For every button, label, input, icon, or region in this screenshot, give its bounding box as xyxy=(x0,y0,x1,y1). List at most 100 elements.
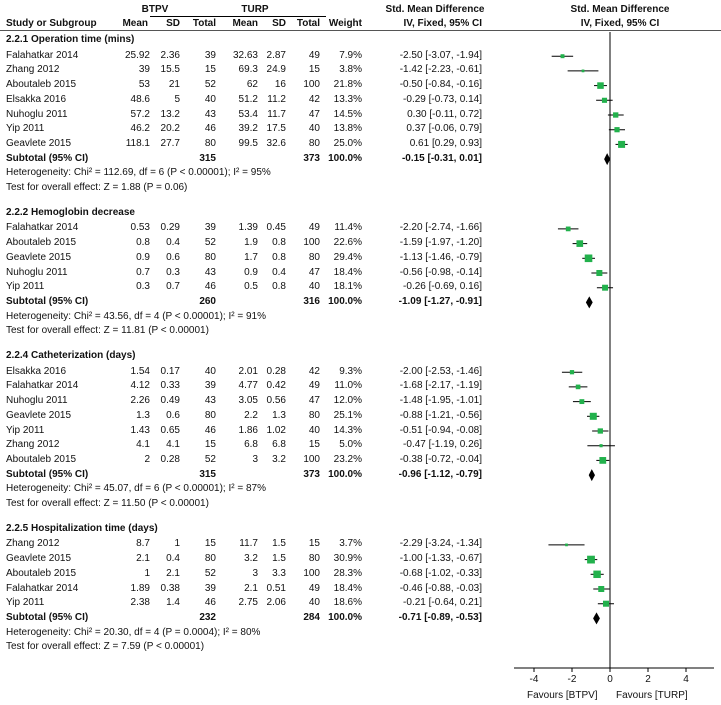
ci-value: -0.47 [-1.19, 0.26] xyxy=(403,439,482,451)
x-tick-label: 2 xyxy=(645,674,651,685)
sd1-value: 0.17 xyxy=(160,365,180,377)
weight-value: 25.0% xyxy=(333,137,362,149)
weight-value: 3.8% xyxy=(339,64,362,76)
weight-value: 25.1% xyxy=(333,409,362,421)
total2-header: Total xyxy=(296,18,320,29)
total1-value: 39 xyxy=(204,380,216,392)
mean2-value: 99.5 xyxy=(238,137,258,149)
ci-value: -1.68 [-2.17, -1.19] xyxy=(399,380,482,392)
subtotal-diamond xyxy=(593,612,600,625)
study-name: Aboutaleb 2015 xyxy=(6,79,77,91)
ci-header-left: IV, Fixed, 95% CI xyxy=(403,18,482,29)
weight-value: 18.4% xyxy=(333,266,362,278)
weight-value: 13.8% xyxy=(333,123,362,135)
ci-value: -0.68 [-1.02, -0.33] xyxy=(399,567,482,579)
sd1-value: 0.4 xyxy=(166,237,180,249)
study-estimate-box xyxy=(602,284,609,291)
study-name: Yip 2011 xyxy=(6,281,45,293)
total1-value: 80 xyxy=(204,409,216,421)
study-name: Aboutaleb 2015 xyxy=(6,453,77,465)
sd1-value: 0.65 xyxy=(160,424,180,436)
total2-value: 100 xyxy=(303,453,320,465)
sd2-value: 0.8 xyxy=(272,251,286,263)
total2-value: 100 xyxy=(303,237,320,249)
mean2-value: 2.75 xyxy=(238,597,258,609)
sd1-value: 0.6 xyxy=(166,251,180,263)
x-tick-label: -4 xyxy=(530,674,539,685)
subtotal-n1: 315 xyxy=(199,468,216,480)
mean1-value: 53 xyxy=(138,79,150,91)
total2-value: 47 xyxy=(308,395,320,407)
subgroup-title: 2.2.5 Hospitalization time (days) xyxy=(6,522,158,534)
mean1-value: 2 xyxy=(144,453,150,465)
group2-header: TURP xyxy=(241,4,269,15)
subtotal-n1: 315 xyxy=(199,152,216,164)
favours-right-label: Favours [TURP] xyxy=(616,690,688,701)
sd2-value: 0.28 xyxy=(266,365,286,377)
total2-value: 40 xyxy=(308,123,320,135)
sd2-value: 24.9 xyxy=(266,64,286,76)
total2-value: 15 xyxy=(308,64,320,76)
total2-value: 80 xyxy=(308,251,320,263)
mean2-value: 2.01 xyxy=(238,365,258,377)
sd2-value: 3.2 xyxy=(272,453,286,465)
study-estimate-box xyxy=(569,370,575,375)
ci-value: -0.26 [-0.69, 0.16] xyxy=(403,281,482,293)
subtotal-n2: 373 xyxy=(303,152,320,164)
sd2-value: 2.87 xyxy=(266,49,286,61)
sd2-value: 11.7 xyxy=(267,108,286,120)
group1-header: BTPV xyxy=(141,4,169,15)
total2-value: 15 xyxy=(308,439,320,451)
overall-effect-text: Test for overall effect: Z = 1.88 (P = 0… xyxy=(6,182,188,193)
study-name: Falahatkar 2014 xyxy=(6,222,79,234)
study-estimate-box xyxy=(565,543,568,547)
subtotal-label: Subtotal (95% CI) xyxy=(6,152,89,164)
weight-value: 13.3% xyxy=(333,93,362,105)
sd2-value: 1.5 xyxy=(272,538,286,550)
study-name: Nuhoglu 2011 xyxy=(6,108,68,120)
total1-value: 43 xyxy=(204,266,216,278)
ci-value: -2.00 [-2.53, -1.46] xyxy=(399,365,482,377)
ci-value: 0.30 [-0.11, 0.72] xyxy=(407,108,482,120)
weight-value: 22.6% xyxy=(333,237,362,249)
study-estimate-box xyxy=(602,600,610,607)
sd1-header: SD xyxy=(166,18,180,29)
total1-value: 40 xyxy=(204,93,216,105)
weight-value: 14.3% xyxy=(333,424,362,436)
mean1-value: 0.3 xyxy=(136,281,150,293)
total2-value: 49 xyxy=(308,49,320,61)
subtotal-diamond xyxy=(604,153,611,166)
sd2-value: 3.3 xyxy=(272,567,286,579)
total1-header: Total xyxy=(192,18,216,29)
study-estimate-box xyxy=(596,269,603,277)
mean2-header: Mean xyxy=(232,18,258,29)
sd1-value: 0.7 xyxy=(166,281,180,293)
mean1-value: 2.26 xyxy=(130,395,150,407)
subtotal-n1: 232 xyxy=(199,611,216,623)
study-name: Geavlete 2015 xyxy=(6,553,72,565)
group2-underline xyxy=(226,16,326,17)
mean1-value: 1.54 xyxy=(130,365,150,377)
mean1-value: 2.38 xyxy=(130,597,150,609)
ci-value: -0.50 [-0.84, -0.16] xyxy=(399,79,482,91)
sd1-value: 0.6 xyxy=(166,409,180,421)
total2-value: 80 xyxy=(308,409,320,421)
mean1-header: Mean xyxy=(122,18,148,29)
mean1-value: 0.53 xyxy=(130,222,150,234)
total2-value: 80 xyxy=(308,137,320,149)
study-estimate-box xyxy=(575,384,581,390)
mean1-value: 8.7 xyxy=(136,538,150,550)
sd1-value: 1 xyxy=(174,538,180,550)
study-name: Geavlete 2015 xyxy=(6,409,72,421)
weight-value: 18.1% xyxy=(333,281,362,293)
study-estimate-box xyxy=(597,82,604,89)
sd1-value: 0.3 xyxy=(166,266,180,278)
subtotal-ci: -1.09 [-1.27, -0.91] xyxy=(398,295,482,307)
sd2-value: 0.51 xyxy=(266,582,286,594)
weight-value: 11.0% xyxy=(334,380,362,392)
mean2-value: 51.2 xyxy=(238,93,258,105)
weight-value: 18.6% xyxy=(333,597,362,609)
total1-value: 15 xyxy=(204,64,216,76)
ci-value: -1.42 [-2.23, -0.61] xyxy=(399,64,482,76)
mean2-value: 4.77 xyxy=(238,380,258,392)
